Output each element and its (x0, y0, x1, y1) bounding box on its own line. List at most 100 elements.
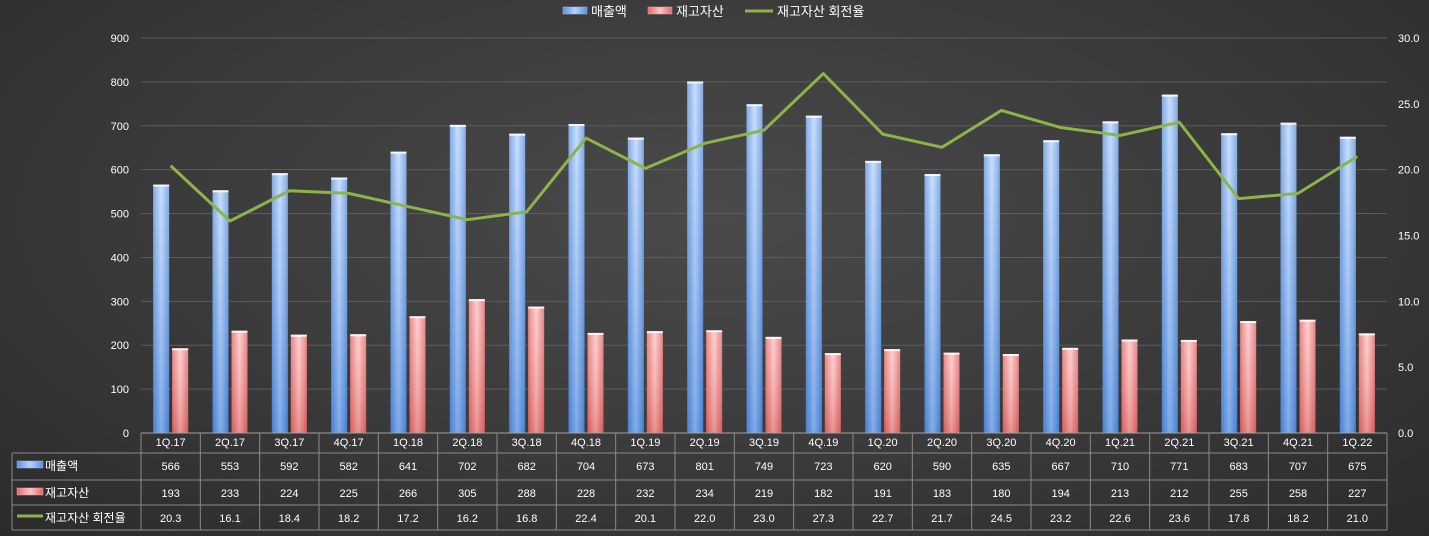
bar-sales-top (212, 190, 229, 193)
table-cell-inventory: 255 (1229, 488, 1247, 500)
table-cell-sales: 707 (1289, 461, 1307, 473)
table-cell-inventory: 305 (458, 488, 476, 500)
category-label: 3Q.19 (749, 437, 779, 449)
bar-sales-shade (1043, 140, 1060, 433)
left-tick-label: 300 (111, 296, 129, 308)
bar-inventory-shade (824, 353, 841, 433)
table-cell-inventory: 180 (992, 488, 1010, 500)
bar-sales-top (153, 184, 170, 187)
table-swatch-inventory (16, 487, 44, 496)
right-tick-label: 30.0 (1398, 33, 1419, 45)
table-cell-inventory: 228 (577, 488, 595, 500)
table-cell-turnover: 21.7 (931, 513, 952, 525)
table-cell-sales: 704 (577, 461, 595, 473)
category-label: 2Q.21 (1164, 437, 1194, 449)
bar-inventory-shade (231, 330, 248, 433)
bar-sales-shade (331, 177, 348, 433)
table-cell-inventory: 227 (1348, 488, 1366, 500)
table-cell-sales: 566 (161, 461, 179, 473)
category-label: 3Q.17 (274, 437, 304, 449)
bar-sales-shade (687, 81, 704, 433)
bar-sales-shade (1161, 94, 1178, 433)
bar-inventory-shade (765, 336, 782, 433)
bar-sales-top (1280, 122, 1297, 125)
table-cell-sales: 702 (458, 461, 476, 473)
bar-sales-top (1339, 136, 1356, 139)
table-swatch-sales (16, 460, 44, 469)
bar-inventory-top (528, 306, 545, 309)
turnover-line (169, 72, 1359, 223)
table-cell-sales: 675 (1348, 461, 1366, 473)
bar-sales-top (924, 174, 941, 177)
bar-sales-shade (983, 154, 1000, 434)
table-cell-inventory: 194 (1051, 488, 1069, 500)
table-cell-inventory: 266 (399, 488, 417, 500)
bar-sales-top (509, 133, 526, 136)
bar-inventory-shade (172, 348, 189, 433)
table-cell-inventory: 225 (339, 488, 357, 500)
left-tick-label: 600 (111, 165, 129, 177)
table-cell-inventory: 219 (755, 488, 773, 500)
bar-inventory-shade (1299, 319, 1316, 433)
table-row-label-turnover: 재고자산 회전율 (45, 511, 126, 525)
bar-inventory-top (290, 334, 307, 337)
bar-series (153, 81, 1375, 434)
bar-sales-top (746, 104, 763, 107)
category-label: 1Q.19 (630, 437, 660, 449)
bar-sales-shade (1280, 122, 1297, 433)
table-cell-sales: 683 (1229, 461, 1247, 473)
bar-sales-top (390, 151, 407, 154)
bar-sales-top (865, 160, 882, 163)
bar-inventory-top (172, 348, 189, 351)
category-label: 4Q.19 (808, 437, 838, 449)
category-label: 1Q.18 (393, 437, 423, 449)
right-tick-label: 15.0 (1398, 231, 1419, 243)
bar-sales-top (983, 154, 1000, 157)
table-cell-turnover: 24.5 (991, 513, 1012, 525)
bar-sales-top (627, 137, 644, 140)
right-tick-label: 25.0 (1398, 99, 1419, 111)
bar-sales-top (271, 173, 288, 176)
right-tick-label: 20.0 (1398, 165, 1419, 177)
bar-inventory-top (1240, 321, 1257, 324)
left-tick-label: 400 (111, 252, 129, 264)
bar-inventory-top (646, 331, 663, 334)
bar-inventory-shade (1358, 333, 1375, 433)
bar-inventory-shade (468, 299, 485, 433)
right-tick-label: 0.0 (1398, 428, 1413, 440)
left-tick-label: 0 (123, 428, 129, 440)
category-label: 1Q.21 (1105, 437, 1135, 449)
bar-sales-shade (153, 184, 170, 433)
category-label: 2Q.19 (690, 437, 720, 449)
bar-sales-shade (924, 174, 941, 434)
category-label: 1Q.20 (868, 437, 898, 449)
bar-inventory-top (884, 349, 901, 352)
table-cell-inventory: 258 (1289, 488, 1307, 500)
left-tick-label: 800 (111, 77, 129, 89)
table-cell-sales: 620 (873, 461, 891, 473)
bar-inventory-shade (1121, 339, 1138, 433)
category-label: 4Q.17 (334, 437, 364, 449)
table-cell-sales: 635 (992, 461, 1010, 473)
gridlines (141, 37, 1387, 390)
table-cell-sales: 582 (339, 461, 357, 473)
table-cell-inventory: 212 (1170, 488, 1188, 500)
table-cell-turnover: 18.2 (1287, 513, 1308, 525)
bar-inventory-top (1299, 319, 1316, 322)
category-label: 3Q.18 (512, 437, 542, 449)
table-cell-turnover: 23.2 (1050, 513, 1071, 525)
table-cell-turnover: 23.0 (753, 513, 774, 525)
bar-inventory-shade (884, 349, 901, 433)
bar-sales-top (1043, 140, 1060, 143)
table-cell-turnover: 18.2 (338, 513, 359, 525)
bar-inventory-top (1002, 354, 1019, 356)
bar-inventory-top (1121, 339, 1138, 342)
table-cell-turnover: 16.2 (457, 513, 478, 525)
bar-inventory-top (468, 299, 485, 302)
table-cell-sales: 771 (1170, 461, 1188, 473)
category-label: 2Q.17 (215, 437, 245, 449)
bar-inventory-shade (290, 334, 307, 433)
bar-inventory-top (231, 330, 248, 333)
bar-sales-shade (746, 104, 763, 434)
table-cell-sales: 710 (1111, 461, 1129, 473)
